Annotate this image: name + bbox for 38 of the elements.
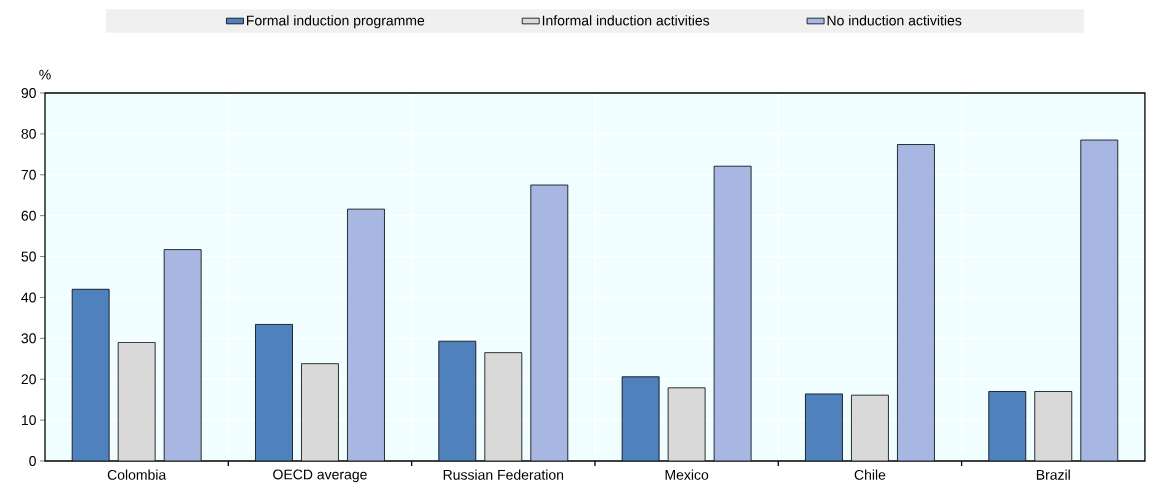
legend-label: Informal induction activities: [542, 15, 710, 26]
x-tick-label: Chile: [854, 469, 886, 480]
bar: [163, 249, 202, 461]
bar: [622, 376, 660, 461]
y-tick-label: 20: [21, 374, 36, 385]
y-tick-label: 70: [21, 169, 36, 180]
bar: [1034, 391, 1073, 461]
bar: [805, 393, 843, 461]
x-tick-label: Russian Federation: [443, 469, 564, 480]
bar: [117, 342, 156, 461]
y-tick-label: 90: [21, 88, 36, 98]
bar: [347, 208, 385, 461]
y-tick-label: 0: [29, 456, 36, 466]
x-tick-label: Mexico: [665, 469, 709, 480]
y-tick-label: 60: [21, 210, 36, 221]
bar: [71, 288, 110, 461]
bar: [301, 363, 339, 461]
bar: [988, 391, 1027, 461]
bar: [1080, 139, 1119, 461]
y-tick-label: 10: [21, 415, 36, 426]
y-tick-label: 50: [21, 251, 36, 262]
bar: [484, 352, 523, 461]
bar: [530, 184, 569, 461]
x-tick-label: Brazil: [1036, 469, 1070, 480]
y-tick-label: 80: [21, 128, 36, 139]
x-tick-label: Colombia: [107, 469, 167, 480]
legend-label: No induction activities: [827, 15, 962, 26]
bar: [438, 340, 477, 461]
y-tick-label: 30: [21, 333, 36, 344]
bar: [255, 324, 293, 461]
bar: [714, 166, 752, 461]
bar: [851, 394, 889, 461]
y-tick-label: 40: [21, 292, 36, 303]
legend-label: Formal induction programme: [247, 15, 425, 29]
bar: [897, 144, 935, 461]
bar: [668, 387, 706, 461]
x-tick-label: OECD average: [273, 469, 367, 483]
y-axis-title: %: [39, 69, 51, 80]
